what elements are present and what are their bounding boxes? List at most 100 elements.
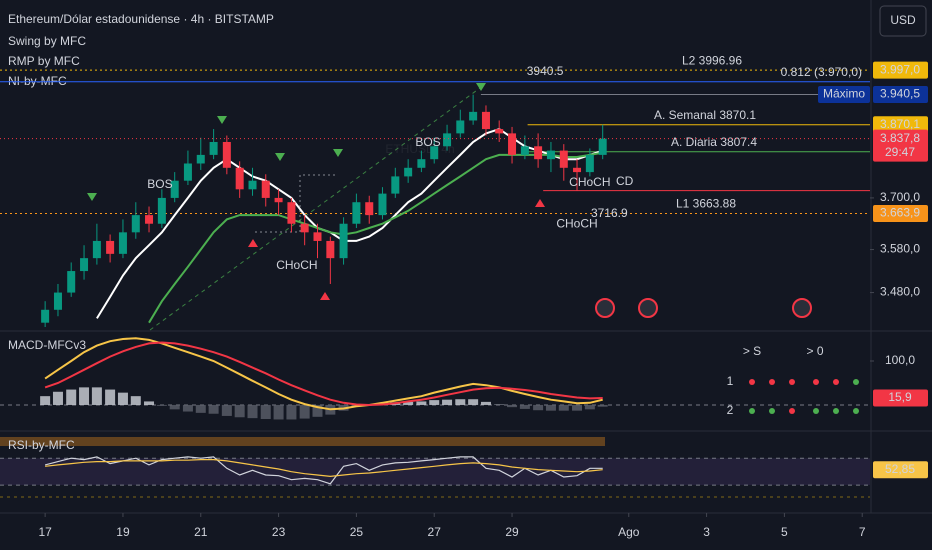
histogram-bar xyxy=(442,399,453,405)
candle-body xyxy=(495,129,504,134)
histogram-bar xyxy=(208,404,219,414)
histogram-bar xyxy=(105,389,116,405)
level-label: CD xyxy=(616,174,634,188)
level-label: A. Diaria 3807.4 xyxy=(671,135,757,149)
candle-body xyxy=(598,138,607,155)
candle-body xyxy=(209,141,218,155)
candle-body xyxy=(157,197,166,224)
candle-body xyxy=(585,154,594,173)
swing-low-markers xyxy=(248,199,545,300)
level-label: A. Semanal 3870.1 xyxy=(654,108,756,122)
candle-body xyxy=(365,202,374,216)
candle-body xyxy=(352,202,361,224)
status-dot xyxy=(853,408,859,414)
candle-body xyxy=(378,193,387,216)
currency-label[interactable]: USD xyxy=(890,13,916,27)
x-tick-label: 19 xyxy=(116,525,130,539)
last-price-tag xyxy=(873,129,928,162)
series-tag-label: 52,85 xyxy=(885,462,915,476)
price-tag xyxy=(873,85,928,103)
x-tick-label: 29 xyxy=(505,525,519,539)
histogram-bar xyxy=(182,404,193,412)
histogram-bar xyxy=(597,404,608,407)
event-flags xyxy=(595,298,812,318)
candle-body xyxy=(546,150,555,160)
tag-note xyxy=(818,85,870,103)
candle-body xyxy=(339,223,348,259)
currency-button[interactable] xyxy=(879,5,927,37)
status-dot xyxy=(769,408,775,414)
candle-body xyxy=(520,146,529,155)
price-tag-label: 3.940,5 xyxy=(880,87,920,101)
candle-body xyxy=(261,180,270,198)
candle-body xyxy=(404,167,413,177)
annotation: CHoCH xyxy=(569,175,610,189)
candle-body xyxy=(196,154,205,164)
table-header: > S xyxy=(743,344,761,358)
status-dot xyxy=(749,379,755,385)
histogram-bar xyxy=(403,401,414,405)
candle-body xyxy=(573,167,582,173)
swing-marker xyxy=(333,149,343,157)
level-label: 0.812 (3.970,0) xyxy=(781,65,862,79)
candle-body xyxy=(106,240,115,254)
moving-average xyxy=(96,127,604,319)
swing-marker xyxy=(275,153,285,161)
histogram-bar xyxy=(480,401,491,405)
candle-body xyxy=(41,309,50,323)
x-tick-label: 3 xyxy=(703,525,710,539)
histogram-bar xyxy=(429,400,440,405)
last-price-label: 3.837,8 xyxy=(880,131,920,145)
y-tick-label: 3.480,0 xyxy=(880,285,920,299)
candle-body xyxy=(508,133,517,155)
indicator-label: RMP by MFC xyxy=(8,54,80,68)
histogram-bar xyxy=(247,404,258,419)
candle-body xyxy=(313,232,322,241)
histogram-bar xyxy=(130,396,141,405)
status-dot xyxy=(749,408,755,414)
series-tag xyxy=(873,389,928,407)
series-tag-label: 15,9 xyxy=(888,390,912,404)
candle-body xyxy=(53,292,62,310)
histogram-bar xyxy=(519,404,530,409)
histogram-bar xyxy=(455,399,466,405)
level-label: L1 3663.88 xyxy=(676,197,736,211)
pane-title: RSI-by-MFC xyxy=(8,438,75,452)
y-tick-label: 100,0 xyxy=(885,353,915,367)
level-label: L2 3996.96 xyxy=(682,53,742,67)
band xyxy=(0,458,870,486)
histogram-bar xyxy=(195,404,206,413)
y-tick-label: 3.580,0 xyxy=(880,242,920,256)
status-dot xyxy=(853,379,859,385)
swing-high-markers xyxy=(87,83,486,201)
candle-body xyxy=(300,223,309,233)
annotation: BOS xyxy=(147,177,172,191)
candle-body xyxy=(274,197,283,203)
x-tick-label: 7 xyxy=(859,525,866,539)
candle-body xyxy=(248,180,257,190)
series-line xyxy=(44,337,603,411)
table-header: > 0 xyxy=(806,344,823,358)
histogram-bar xyxy=(117,392,128,405)
histogram-bar xyxy=(416,401,427,405)
moving-average xyxy=(148,151,603,324)
histogram-bar xyxy=(52,391,63,405)
x-tick-label: 5 xyxy=(781,525,788,539)
table-row-label: 2 xyxy=(727,403,734,417)
annotation: CHoCH xyxy=(556,216,597,230)
candle-body xyxy=(145,215,154,224)
y-tick-label: 3.700,0 xyxy=(880,190,920,204)
countdown: 29:47 xyxy=(885,145,915,159)
event-flag xyxy=(595,298,615,318)
series-line xyxy=(44,456,603,485)
candle-body xyxy=(326,240,335,259)
x-tick-label: Ago xyxy=(618,525,640,539)
series-tag xyxy=(873,461,928,479)
candle-body xyxy=(559,150,568,168)
candle-body xyxy=(417,159,426,168)
status-dot xyxy=(813,408,819,414)
candle-body xyxy=(131,215,140,233)
histogram-bar xyxy=(144,401,155,405)
x-tick-label: 27 xyxy=(428,525,442,539)
